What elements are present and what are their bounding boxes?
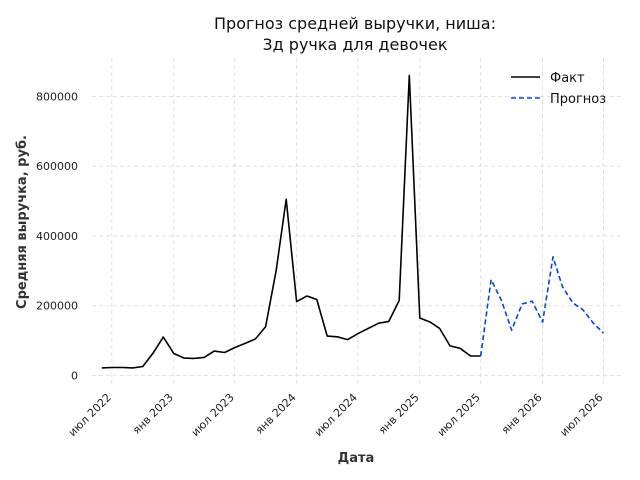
x-axis-label: Дата	[338, 451, 375, 466]
y-tick-label: 600000	[36, 160, 78, 173]
legend: Факт Прогноз	[511, 71, 606, 107]
legend-label-forecast: Прогноз	[550, 92, 606, 107]
y-axis-label: Средняя выручка, руб.	[15, 135, 30, 309]
x-tick-label: янв 2025	[376, 391, 422, 437]
y-tick-label: 0	[71, 370, 78, 383]
y-tick-label: 400000	[36, 230, 78, 243]
series-lines	[101, 74, 605, 369]
x-tick-label: июл 2026	[558, 391, 606, 439]
series-line-forecast	[479, 256, 605, 357]
chart-title-line-1: Прогноз средней выручки, ниша:	[214, 14, 496, 33]
chart-title-line-2: 3д ручка для девочек	[262, 35, 447, 54]
series-line-fact	[101, 74, 481, 369]
y-tick-labels: 0 200000 400000 600000 800000	[36, 90, 78, 382]
y-tick-label: 200000	[36, 300, 78, 313]
y-tick-label: 800000	[36, 90, 78, 103]
x-tick-label: июл 2023	[189, 391, 237, 439]
x-tick-label: янв 2024	[253, 391, 299, 437]
legend-label-fact: Факт	[550, 71, 585, 86]
x-tick-labels: июл 2022 янв 2023 июл 2023 янв 2024 июл 2024…	[66, 391, 606, 439]
x-tick-label: июл 2025	[435, 391, 483, 439]
x-tick-label: янв 2026	[499, 391, 545, 437]
x-tick-label: янв 2023	[130, 391, 176, 437]
x-tick-label: июл 2024	[312, 391, 360, 439]
x-tick-label: июл 2022	[66, 391, 114, 439]
grid-lines	[92, 58, 622, 386]
